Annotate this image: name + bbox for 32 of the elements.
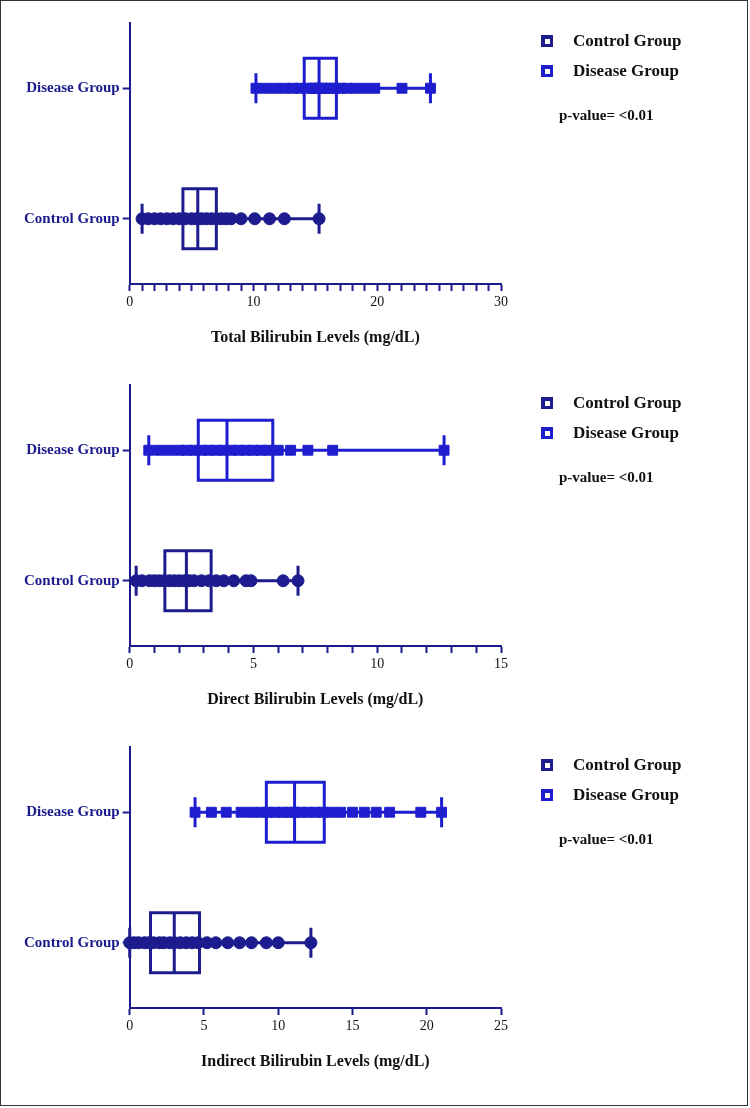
x-tick-label: 0 [126,1018,134,1034]
x-tick-label: 10 [246,294,261,310]
x-tick-label: 0 [126,294,134,310]
x-tick-label: 10 [370,656,385,672]
x-tick-label: 5 [200,1018,208,1034]
y-tick-label: Disease Group [26,803,120,820]
x-tick-label: 15 [345,1018,360,1034]
x-tick-label: 25 [494,1018,508,1034]
y-tick-label: Control Group [23,933,120,950]
text: p-value= <0.01 [559,107,655,124]
x-tick-label: 5 [249,656,257,672]
y-tick-label: Disease Group [26,441,120,458]
text: p-value= <0.01 [559,831,655,848]
x-tick-label: 10 [271,1018,286,1034]
legend-label: Disease Group [573,61,679,81]
x-tick-label: 0 [126,656,134,672]
legend-label: Disease Group [573,785,679,805]
x-axis-title: Total Bilirubin Levels (mg/dL) [210,327,420,346]
x-tick-label: 15 [494,656,508,672]
legend-label: Control Group [573,393,682,413]
y-tick-label: Control Group [23,571,120,588]
y-tick-label: Control Group [23,209,120,226]
legend-label: Control Group [573,755,682,775]
x-axis-title: Direct Bilirubin Levels (mg/dL) [207,689,424,708]
legend-label: Disease Group [573,423,679,443]
y-tick-label: Disease Group [26,79,120,96]
x-axis-title: Indirect Bilirubin Levels (mg/dL) [201,1051,430,1070]
x-tick-label: 20 [419,1018,434,1034]
legend-label: Control Group [573,31,682,51]
x-tick-label: 20 [370,294,385,310]
text: p-value= <0.01 [559,469,655,486]
x-tick-label: 30 [494,294,508,310]
